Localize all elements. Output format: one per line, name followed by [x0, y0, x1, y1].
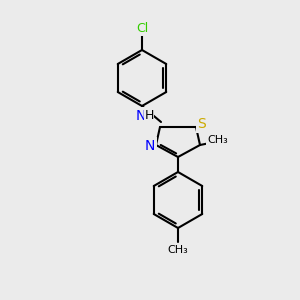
Text: N: N [145, 139, 155, 153]
Text: Cl: Cl [136, 22, 148, 34]
Text: H: H [144, 109, 154, 122]
Text: CH₃: CH₃ [208, 135, 228, 145]
Text: N: N [136, 110, 146, 124]
Text: CH₃: CH₃ [168, 245, 188, 255]
Text: S: S [198, 117, 206, 131]
